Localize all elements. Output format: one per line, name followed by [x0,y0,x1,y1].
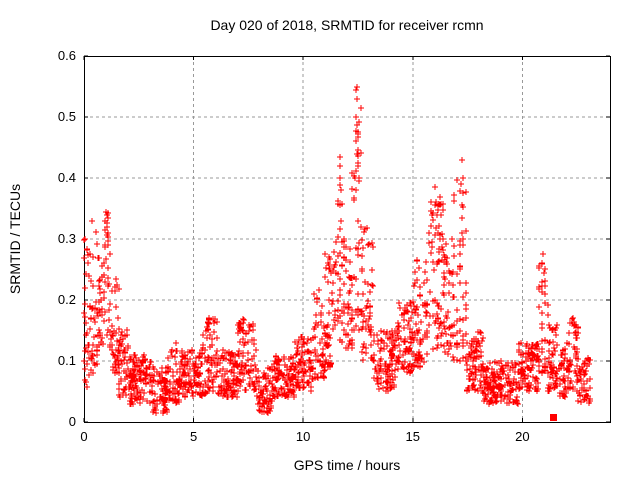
y-tick-label: 0 [68,414,76,429]
y-axis-label-wrap: SRMTID / TECUs [0,56,30,422]
y-tick-label: 0.3 [57,231,76,246]
flagged-point-square [550,414,557,421]
grid-lines [84,56,610,422]
x-tick-label: 15 [405,429,420,444]
y-tick-labels: 0 0.1 0.2 0.3 0.4 0.5 0.6 [0,0,76,480]
x-tick-label: 5 [189,429,198,444]
y-tick-label: 0.2 [57,292,76,307]
x-tick-labels: 0 5 10 15 20 [0,430,640,446]
x-tick-label: 10 [295,429,311,444]
x-axis-label: GPS time / hours [293,457,401,473]
y-tick-label: 0.4 [57,170,76,185]
y-tick-label: 0.6 [57,48,76,63]
data-points-plus [81,84,593,416]
x-tick-label: 20 [515,429,530,444]
y-axis-label: SRMTID / TECUs [7,183,24,295]
x-tick-label: 0 [80,429,88,444]
y-tick-label: 0.1 [57,353,76,368]
y-tick-label: 0.5 [57,109,76,124]
chart-title: Day 020 of 2018, SRMTID for receiver rcm… [210,17,484,33]
